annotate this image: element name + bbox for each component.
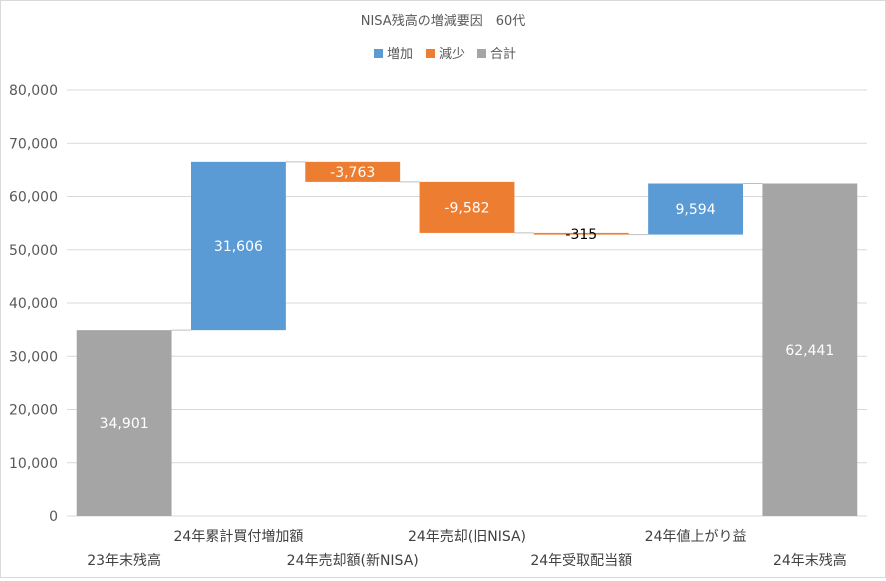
data-label-5: -315 [565,227,597,243]
legend-label-total: 合計 [490,46,516,62]
legend-swatch-increase [374,49,383,58]
data-label-3: -3,763 [330,165,375,181]
bar-2 [191,161,286,331]
gridlines [67,89,867,517]
category-label-4: 24年売却(旧NISA) [408,529,526,545]
y-tick-label: 70,000 [9,136,58,152]
data-label-4: -9,582 [444,200,489,216]
bars [76,161,858,516]
category-label-2: 24年累計買付増加額 [174,529,304,545]
data-label-7: 62,441 [785,343,834,359]
data-label-1: 34,901 [100,416,149,432]
y-tick-label: 50,000 [9,243,58,259]
y-tick-label: 30,000 [9,349,58,365]
data-label-2: 31,606 [214,239,263,255]
y-tick-label: 20,000 [9,403,58,419]
legend-swatch-total [477,49,486,58]
category-label-6: 24年値上がり益 [645,529,747,545]
category-label-5: 24年受取配当額 [530,553,632,569]
bar-3 [305,161,401,182]
data-label-6: 9,594 [676,202,716,218]
category-label-3: 24年売却額(新NISA) [287,553,419,569]
legend: 増加 減少 合計 [374,46,516,62]
data-labels: 34,901 31,606 -3,763 -9,582 -315 9,594 62,441 [100,165,835,432]
legend-label-increase: 増加 [387,47,413,62]
bar-5 [533,232,629,235]
legend-label-decrease: 減少 [439,46,465,62]
bar-1 [76,330,172,516]
category-label-7: 24年末残高 [773,552,847,569]
x-axis: 23年末残高 24年累計買付増加額 24年売却額(新NISA) 24年売却(旧NISA… [87,529,847,569]
chart-title: NISA残高の増減要因 60代 [361,13,526,29]
y-tick-label: 80,000 [9,83,58,99]
bar-7 [762,183,858,516]
legend-swatch-decrease [426,49,435,58]
y-tick-label: 0 [49,509,58,525]
y-tick-label: 40,000 [9,296,58,312]
y-axis: 0 10,000 20,000 30,000 40,000 50,000 60,000 70,… [9,83,58,525]
bar-6 [648,183,743,235]
connector-lines [171,161,763,331]
y-tick-label: 10,000 [9,456,58,472]
category-label-1: 23年末残高 [87,552,161,569]
y-tick-label: 60,000 [9,190,58,206]
bar-4 [419,181,515,233]
